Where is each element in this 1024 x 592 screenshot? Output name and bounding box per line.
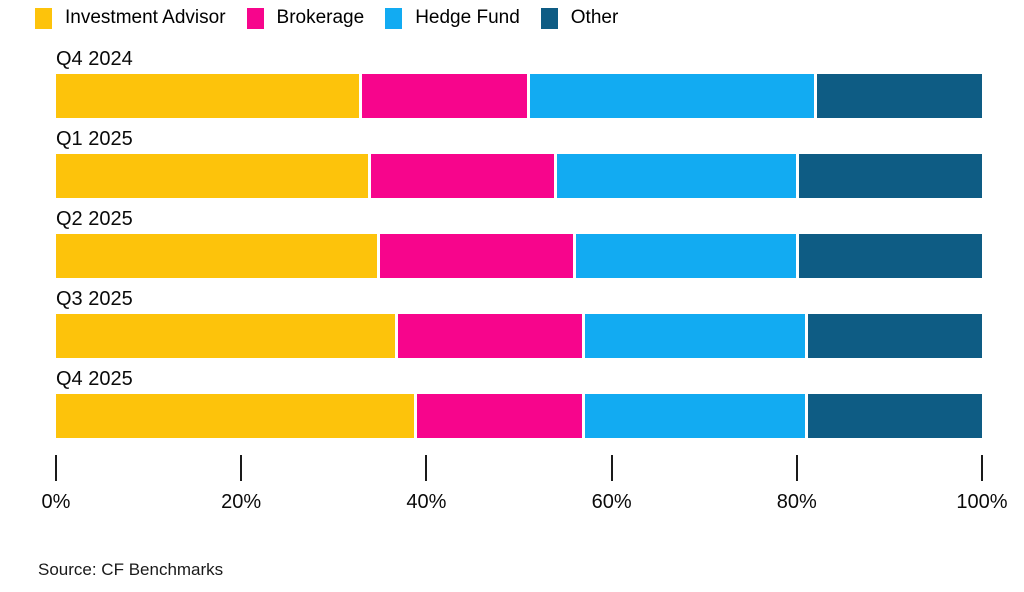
legend-label: Other xyxy=(570,7,619,28)
bar-segment-hedge-fund xyxy=(529,74,814,118)
bar-segment-other xyxy=(807,394,982,438)
axis-tick-label: 80% xyxy=(776,491,817,513)
stacked-bar xyxy=(56,74,982,118)
legend-item-other: Other xyxy=(540,6,619,30)
axis-tick xyxy=(55,455,57,481)
bar-segment-hedge-fund xyxy=(575,234,796,278)
axis-tick xyxy=(981,455,983,481)
legend-label: Investment Advisor xyxy=(65,7,226,28)
bar-segment-other xyxy=(798,234,982,278)
legend-item-brokerage: Brokerage xyxy=(246,6,365,30)
category-label: Q1 2025 xyxy=(56,128,133,150)
source-note: Source: CF Benchmarks xyxy=(38,560,224,579)
legend-item-hedge-fund: Hedge Fund xyxy=(385,6,520,30)
bar-segment-brokerage xyxy=(379,234,573,278)
bar-row-q4-2025: Q4 2025 xyxy=(56,368,982,448)
stacked-bar xyxy=(56,394,982,438)
bar-segment-brokerage xyxy=(398,314,582,358)
legend: Investment Advisor Brokerage Hedge Fund Oth… xyxy=(35,6,618,30)
bar-segment-investment-advisor xyxy=(56,74,359,118)
legend-swatch-icon xyxy=(540,7,558,29)
axis-tick-label: 0% xyxy=(41,491,71,513)
bar-segment-investment-advisor xyxy=(56,314,396,358)
bar-segment-brokerage xyxy=(361,74,527,118)
legend-swatch-icon xyxy=(385,7,403,29)
category-label: Q4 2024 xyxy=(56,48,133,70)
bar-row-q2-2025: Q2 2025 xyxy=(56,208,982,288)
legend-item-investment-advisor: Investment Advisor xyxy=(35,6,226,30)
category-label: Q2 2025 xyxy=(56,208,133,230)
x-axis: 0% 20% 40% 60% 80% 100% xyxy=(42,455,1008,530)
bar-segment-other xyxy=(798,154,983,198)
stacked-bar xyxy=(56,234,982,278)
legend-label: Brokerage xyxy=(276,7,365,28)
bar-segment-hedge-fund xyxy=(584,394,805,438)
bar-segment-investment-advisor xyxy=(56,234,377,278)
axis-tick xyxy=(240,455,243,481)
axis-tick-label: 40% xyxy=(406,491,447,513)
bar-segment-investment-advisor xyxy=(56,394,414,438)
category-label: Q3 2025 xyxy=(56,288,133,310)
bar-row-q1-2025: Q1 2025 xyxy=(56,128,983,208)
axis-tick xyxy=(425,455,428,481)
bar-segment-other xyxy=(807,314,983,358)
legend-swatch-icon xyxy=(35,7,52,29)
axis-tick-label: 100% xyxy=(956,491,1008,513)
bar-segment-hedge-fund xyxy=(584,314,805,358)
axis-tick xyxy=(610,455,613,481)
legend-swatch-icon xyxy=(246,7,264,29)
axis-tick xyxy=(795,455,798,481)
axis-tick-label: 60% xyxy=(591,491,632,513)
bar-segment-hedge-fund xyxy=(557,154,796,198)
bar-segment-brokerage xyxy=(416,394,582,438)
stacked-bar xyxy=(56,154,983,198)
stacked-bar xyxy=(56,314,983,358)
bar-segment-other xyxy=(816,74,982,118)
legend-label: Hedge Fund xyxy=(415,7,520,28)
category-label: Q4 2025 xyxy=(56,368,133,390)
chart: Q4 2024 Q1 2025 Q2 2025 Q3 2025 Q4 2025 xyxy=(56,48,983,448)
bar-segment-brokerage xyxy=(370,154,555,198)
bar-row-q4-2024: Q4 2024 xyxy=(56,48,982,128)
bar-segment-investment-advisor xyxy=(56,154,368,198)
bar-row-q3-2025: Q3 2025 xyxy=(56,288,983,368)
axis-tick-label: 20% xyxy=(221,491,262,513)
